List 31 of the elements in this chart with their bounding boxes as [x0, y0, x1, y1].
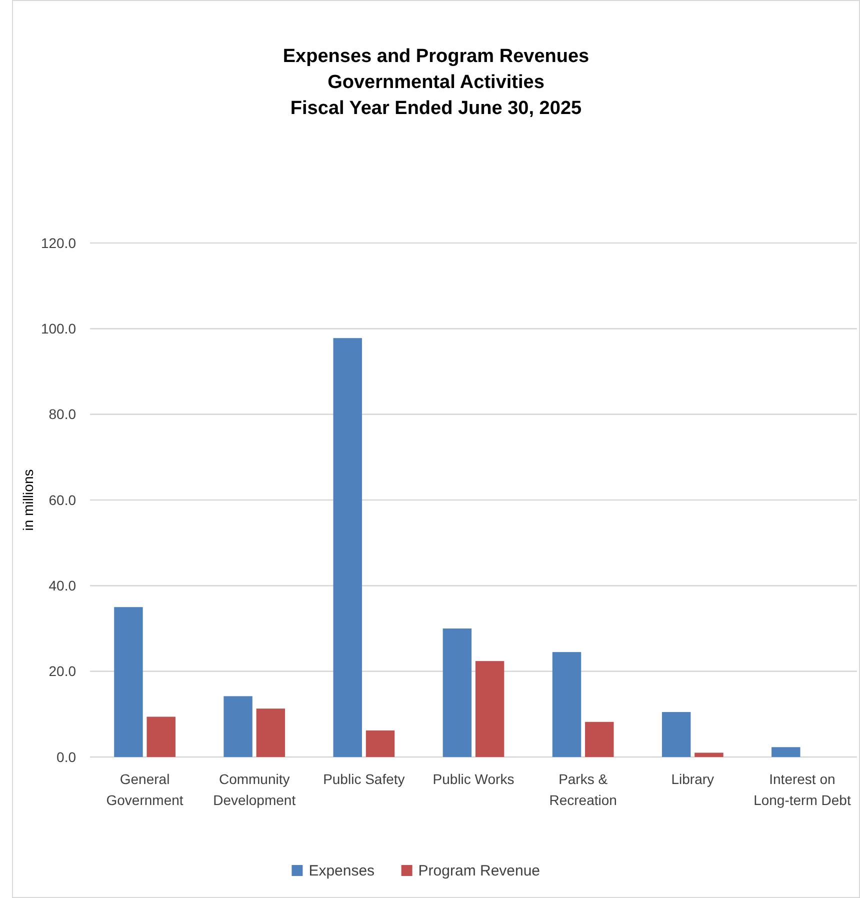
legend-label: Program Revenue	[418, 862, 540, 880]
legend-label: Expenses	[308, 862, 375, 880]
bar	[772, 747, 800, 757]
bar	[256, 708, 286, 757]
bar	[475, 661, 504, 757]
x-tick-label: Parks & Recreation	[549, 771, 617, 808]
x-tick-label: Library	[671, 771, 714, 787]
y-tick-label: 0.0	[56, 748, 76, 765]
x-tick-label: Public Works	[432, 771, 514, 787]
bar	[552, 652, 582, 757]
bar	[146, 716, 176, 757]
bar	[442, 628, 472, 757]
bar	[366, 730, 395, 757]
bar	[224, 696, 252, 757]
bar	[585, 722, 614, 757]
y-tick-label: 20.0	[48, 663, 76, 680]
bar	[694, 752, 724, 757]
bar	[333, 338, 362, 757]
y-tick-label: 100.0	[40, 320, 76, 337]
x-tick-label: Community Development	[213, 771, 296, 808]
x-tick-label: Public Safety	[323, 771, 405, 787]
y-axis-title: in millions	[20, 469, 36, 531]
y-tick-label: 60.0	[48, 492, 76, 508]
bar	[662, 712, 691, 757]
chart-title: Expenses and Program Revenues Governmental Activities Fiscal Year Ended June 30, 2025	[282, 46, 590, 119]
y-tick-label: 120.0	[40, 234, 76, 251]
y-tick-label: 40.0	[48, 578, 76, 594]
y-tick-label: 80.0	[48, 406, 76, 422]
bar	[114, 607, 143, 757]
x-tick-label: Interest on Long-term Debt	[754, 771, 851, 808]
x-tick-label: General Government	[106, 771, 184, 808]
